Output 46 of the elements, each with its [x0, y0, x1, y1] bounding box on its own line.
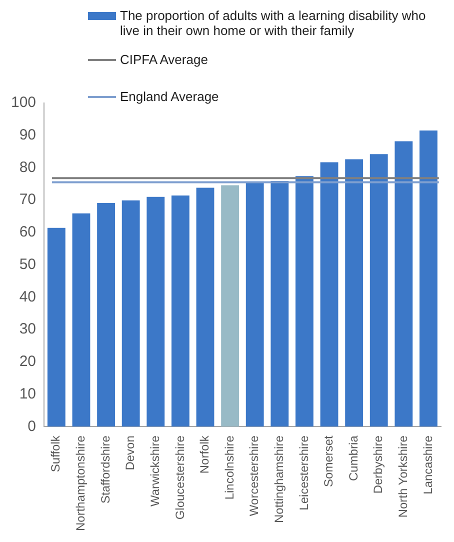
bar [420, 130, 438, 427]
bar [370, 154, 388, 427]
x-tick-label: Nottinghamshire [272, 435, 286, 523]
x-tick-label: Somerset [322, 434, 336, 487]
y-tick-label: 0 [28, 418, 36, 435]
y-tick-label: 30 [19, 320, 36, 338]
legend-label: CIPFA Average [120, 52, 208, 67]
bar [345, 159, 364, 427]
x-tick-label: Leicestershire [296, 435, 311, 510]
y-tick-label: 20 [19, 353, 36, 370]
bar [196, 188, 214, 427]
x-tick-label: Staffordshire [98, 435, 112, 504]
legend-label: The proportion of adults with a learning disability who live in their own home or with their family [120, 8, 427, 38]
bar [320, 162, 338, 427]
bar [72, 213, 90, 427]
bar [394, 141, 413, 427]
y-tick-label: 80 [19, 158, 36, 176]
bar [270, 180, 289, 427]
x-tick-label: Worcestershire [247, 435, 262, 516]
bar [171, 196, 190, 427]
x-tick-label: Warwickshire [148, 435, 162, 507]
y-tick-label: 10 [19, 385, 36, 402]
y-tick-label: 60 [19, 224, 36, 241]
y-tick-label: 90 [19, 126, 36, 144]
x-tick-label: Cumbria [346, 435, 360, 481]
x-tick-label: Derbyshire [371, 435, 386, 494]
y-tick-label: 40 [19, 288, 36, 306]
bar [97, 203, 115, 427]
x-tick-label: North Yorkshire [396, 435, 410, 518]
bar [246, 182, 264, 427]
bar [146, 196, 165, 427]
y-tick-label: 50 [19, 256, 36, 273]
x-tick-label: Suffolk [48, 434, 63, 472]
x-tick-label: Gloucestershire [172, 435, 187, 520]
y-tick-label: 70 [19, 191, 36, 208]
bar [47, 228, 66, 427]
x-tick-label: Lancashire [420, 435, 435, 494]
x-tick-label: Lincolnshire [222, 435, 236, 500]
bar [122, 200, 140, 427]
x-tick-label: Northamptonshire [74, 435, 88, 532]
legend-label: England Average [120, 89, 219, 104]
x-tick-label: Norfolk [198, 434, 212, 474]
y-tick-label: 100 [10, 94, 36, 112]
x-tick-label: Devon [123, 436, 138, 470]
bar [221, 185, 240, 427]
bar [296, 176, 314, 427]
